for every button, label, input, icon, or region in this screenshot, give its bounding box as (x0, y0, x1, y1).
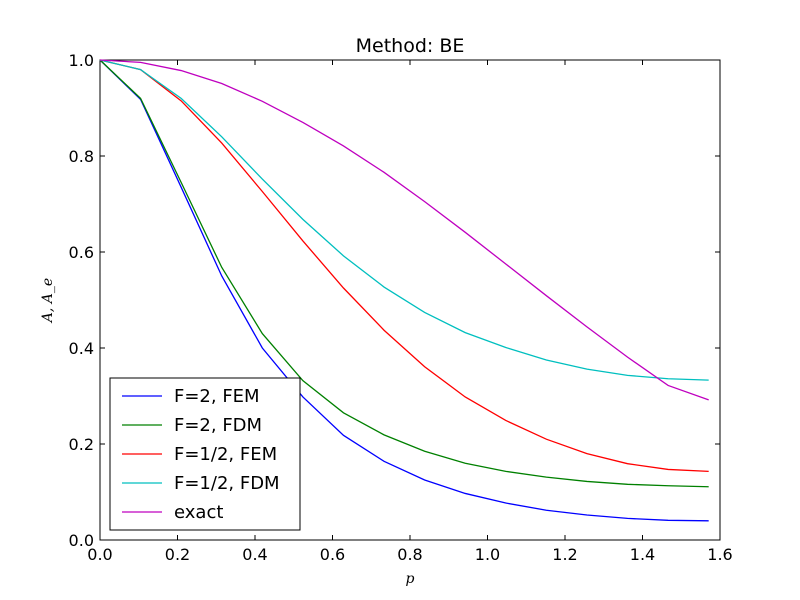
legend-label: F=1/2, FEM (174, 444, 277, 465)
legend-label: exact (174, 502, 223, 523)
series-line-1 (99, 59, 709, 522)
x-tick-label: 0.2 (165, 545, 190, 564)
y-tick-label: 0.2 (69, 435, 94, 454)
y-tick-label: 0.8 (69, 147, 94, 166)
y-tick-label: 1.0 (69, 51, 94, 70)
legend-label: F=2, FEM (174, 386, 260, 407)
x-tick-label: 1.4 (630, 545, 655, 564)
series-group (99, 59, 709, 522)
y-axis-label: A, A_e (40, 278, 56, 324)
y-axis: 0.0 0.2 0.4 0.6 0.8 1.0 (69, 51, 720, 550)
x-tick-label: 1.6 (707, 545, 732, 564)
y-tick-label: 0.4 (69, 339, 94, 358)
x-tick-label: 0.4 (242, 545, 267, 564)
series-line-3 (99, 59, 709, 473)
x-tick-label: 1.0 (475, 545, 500, 564)
series-line-2 (99, 59, 709, 488)
x-tick-label: 0.6 (320, 545, 345, 564)
y-tick-label: 0.0 (69, 531, 94, 550)
x-tick-label: 0.8 (397, 545, 422, 564)
chart-title: Method: BE (356, 35, 465, 57)
series-line-5 (99, 59, 709, 401)
x-tick-label: 1.2 (552, 545, 577, 564)
y-tick-label: 0.6 (69, 243, 94, 262)
series-line-4 (99, 59, 709, 381)
legend-label: F=1/2, FDM (174, 473, 280, 494)
x-axis: 0.0 0.2 0.4 0.6 0.8 1.0 1.2 1.4 1.6 (87, 60, 733, 564)
x-tick-label: 0.0 (87, 545, 112, 564)
legend: F=2, FEM F=2, FDM F=1/2, FEM F=1/2, FDM exac… (109, 377, 301, 531)
legend-label: F=2, FDM (174, 415, 262, 436)
x-axis-label: p (406, 571, 415, 587)
